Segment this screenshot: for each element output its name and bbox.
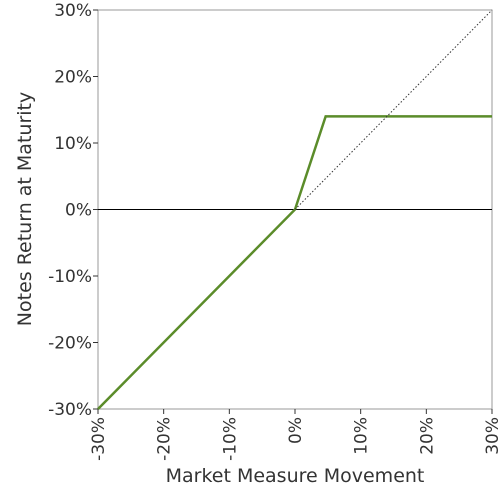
series-line	[294, 9, 493, 210]
x-tick-label: 10%	[352, 417, 372, 455]
y-tick-label: 20%	[54, 68, 92, 88]
x-tick-label: 0%	[286, 417, 306, 444]
x-tick-label: -20%	[155, 417, 175, 461]
y-tick-label: 30%	[54, 1, 92, 21]
x-tick-label: 30%	[483, 417, 500, 455]
x-tick-label: -30%	[89, 417, 109, 461]
y-tick-label: -10%	[48, 267, 92, 287]
y-axis-label: Notes Return at Maturity	[14, 92, 36, 326]
y-tick-label: -20%	[48, 334, 92, 354]
y-tick-label: 10%	[54, 134, 92, 154]
y-tick-label: -30%	[48, 400, 92, 420]
x-tick-label: 20%	[417, 417, 437, 455]
y-tick-label: 0%	[65, 201, 92, 221]
series-line	[97, 115, 492, 410]
x-axis-label: Market Measure Movement	[166, 465, 425, 487]
x-tick-label: -10%	[220, 417, 240, 461]
